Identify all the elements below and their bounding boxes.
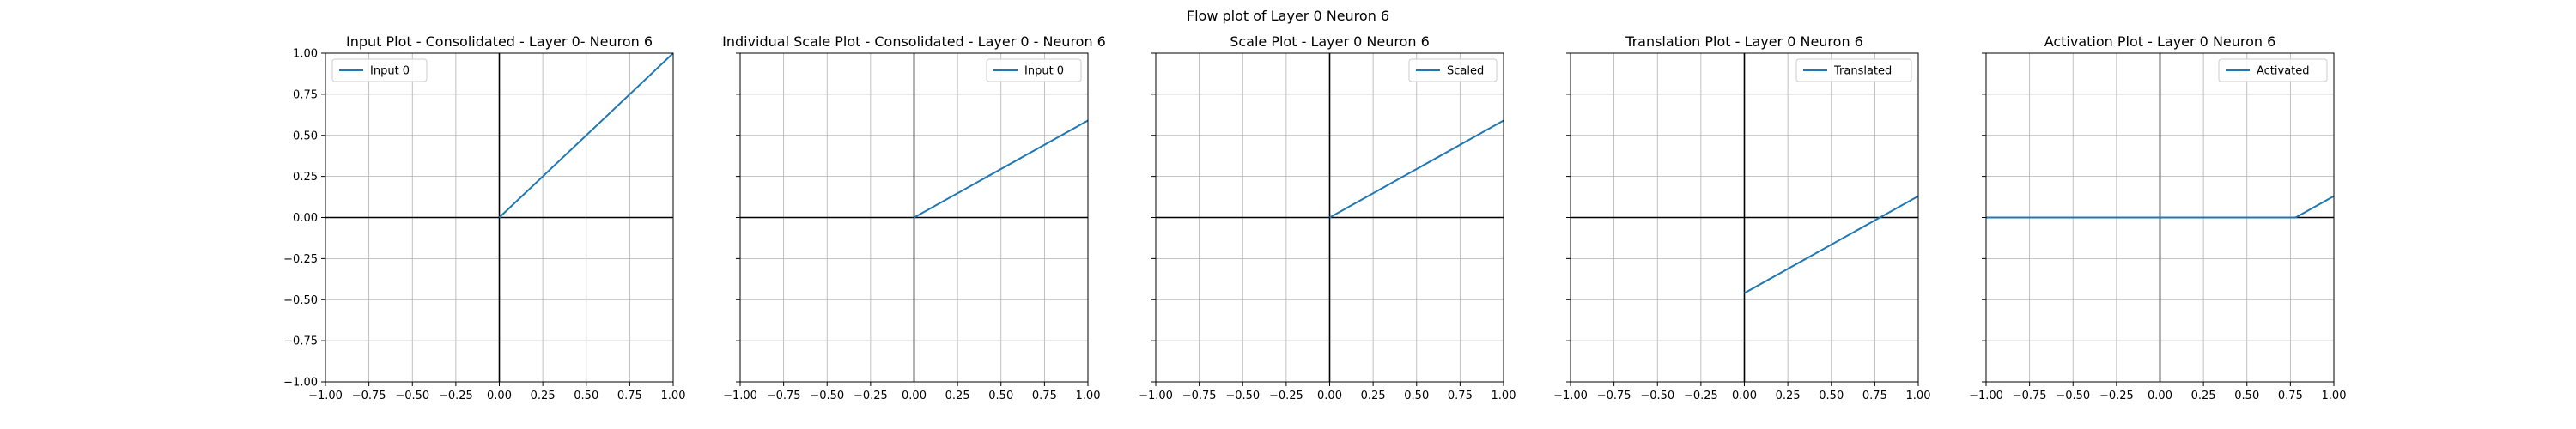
x-tick-label: −1.00 [723,390,757,402]
legend-box [1795,58,1912,82]
y-tick-label: 1.00 [293,48,318,61]
legend-label: Scaled [1447,65,1484,78]
subplot-1: Input Plot - Consolidated - Layer 0- Neu… [283,33,685,402]
x-tick-label: −1.00 [1969,390,2003,402]
legend-box [331,58,428,82]
x-tick-label: 1.00 [1492,390,1516,402]
figure-title: Flow plot of Layer 0 Neuron 6 [1187,8,1389,24]
subplot-5: Activation Plot - Layer 0 Neuron 6−1.00−… [1969,33,2346,402]
legend-box [2218,58,2328,82]
x-tick-label: 0.25 [531,390,556,402]
y-tick-label: 0.75 [293,88,318,101]
x-tick-label: −0.50 [1640,390,1674,402]
x-tick-label: −0.25 [854,390,888,402]
series-line-1 [1986,195,2335,219]
subplot-panels: Input Plot - Consolidated - Layer 0- Neu… [283,33,2346,402]
x-tick-label: 0.00 [1732,390,1757,402]
legend: Translated [1795,58,1912,82]
x-tick-label: −0.50 [395,390,429,402]
x-tick-label: 0.50 [574,390,598,402]
legend: Input 0 [331,58,428,82]
x-tick-label: 0.50 [2234,390,2259,402]
y-tick-label: 0.25 [293,171,318,184]
x-tick-label: −0.50 [810,390,844,402]
y-tick-label: −1.00 [283,377,318,390]
x-tick-label: 0.50 [1404,390,1429,402]
legend-box [986,58,1082,82]
subplot-title: Activation Plot - Layer 0 Neuron 6 [2044,33,2276,50]
y-tick-label: −0.75 [283,335,318,348]
x-tick-label: 0.75 [2278,390,2303,402]
x-tick-label: 0.75 [1032,390,1057,402]
x-tick-label: 1.00 [2322,390,2347,402]
x-tick-label: 0.25 [945,390,970,402]
series-line-1 [914,119,1089,219]
x-tick-label: 0.00 [902,390,927,402]
legend-label: Input 0 [370,65,410,78]
x-tick-label: 0.25 [2191,390,2216,402]
x-tick-label: −0.25 [2099,390,2134,402]
x-tick-label: 0.25 [1361,390,1386,402]
subplot-title: Input Plot - Consolidated - Layer 0- Neu… [346,33,653,50]
subplot-4: Translation Plot - Layer 0 Neuron 6 −1.00… [1553,33,1930,402]
x-tick-label: 0.00 [1317,390,1342,402]
x-tick-label: 0.00 [2148,390,2172,402]
x-tick-label: −0.75 [2013,390,2047,402]
legend-label: Input 0 [1024,65,1064,78]
x-tick-label: −1.00 [1139,390,1173,402]
x-tick-label: −0.75 [767,390,801,402]
legend: Scaled [1408,58,1498,82]
legend: Input 0 [986,58,1082,82]
x-tick-label: 0.75 [617,390,642,402]
x-tick-label: 1.00 [1906,390,1931,402]
x-tick-label: −0.75 [1182,390,1217,402]
x-tick-label: −0.25 [1684,390,1718,402]
x-tick-label: −1.00 [308,390,343,402]
x-tick-label: 0.25 [1776,390,1801,402]
y-tick-label: −0.25 [283,253,318,266]
x-tick-label: −0.50 [1225,390,1260,402]
subplot-3: Scale Plot - Layer 0 Neuron 6−1.00 −0.75−… [1139,33,1516,402]
legend: Activated [2218,58,2328,82]
x-tick-label: 1.00 [1076,390,1101,402]
x-tick-label: −0.50 [2056,390,2090,402]
subplot-title: Translation Plot - Layer 0 Neuron 6 [1625,33,1863,50]
x-tick-label: 0.50 [988,390,1013,402]
legend-label: Activated [2257,65,2310,78]
x-tick-label: 0.00 [487,390,512,402]
subplot-title: Individual Scale Plot - Consolidated - L… [722,33,1106,50]
legend-box [1408,58,1498,82]
y-tick-label: 0.50 [293,130,318,142]
y-tick-label: −0.50 [283,294,318,307]
legend-label: Translated [1833,65,1892,78]
series-line-1 [1744,195,1919,294]
subplot-2: Individual Scale Plot - Consolidated - L… [722,33,1106,402]
x-tick-label: 0.75 [1862,390,1887,402]
x-tick-label: −0.25 [1269,390,1303,402]
x-tick-label: −0.75 [1597,390,1631,402]
x-tick-label: −1.00 [1553,390,1588,402]
y-tick-label: 0.00 [293,212,318,225]
subplot-title: Scale Plot - Layer 0 Neuron 6 [1230,33,1430,50]
x-tick-label: 0.50 [1819,390,1844,402]
series-line-1 [1329,119,1504,219]
x-tick-label: −0.25 [439,390,473,402]
x-tick-label: −0.75 [352,390,386,402]
x-tick-label: 1.00 [661,390,686,402]
series-line-1 [498,52,674,219]
x-tick-label: 0.75 [1448,390,1473,402]
